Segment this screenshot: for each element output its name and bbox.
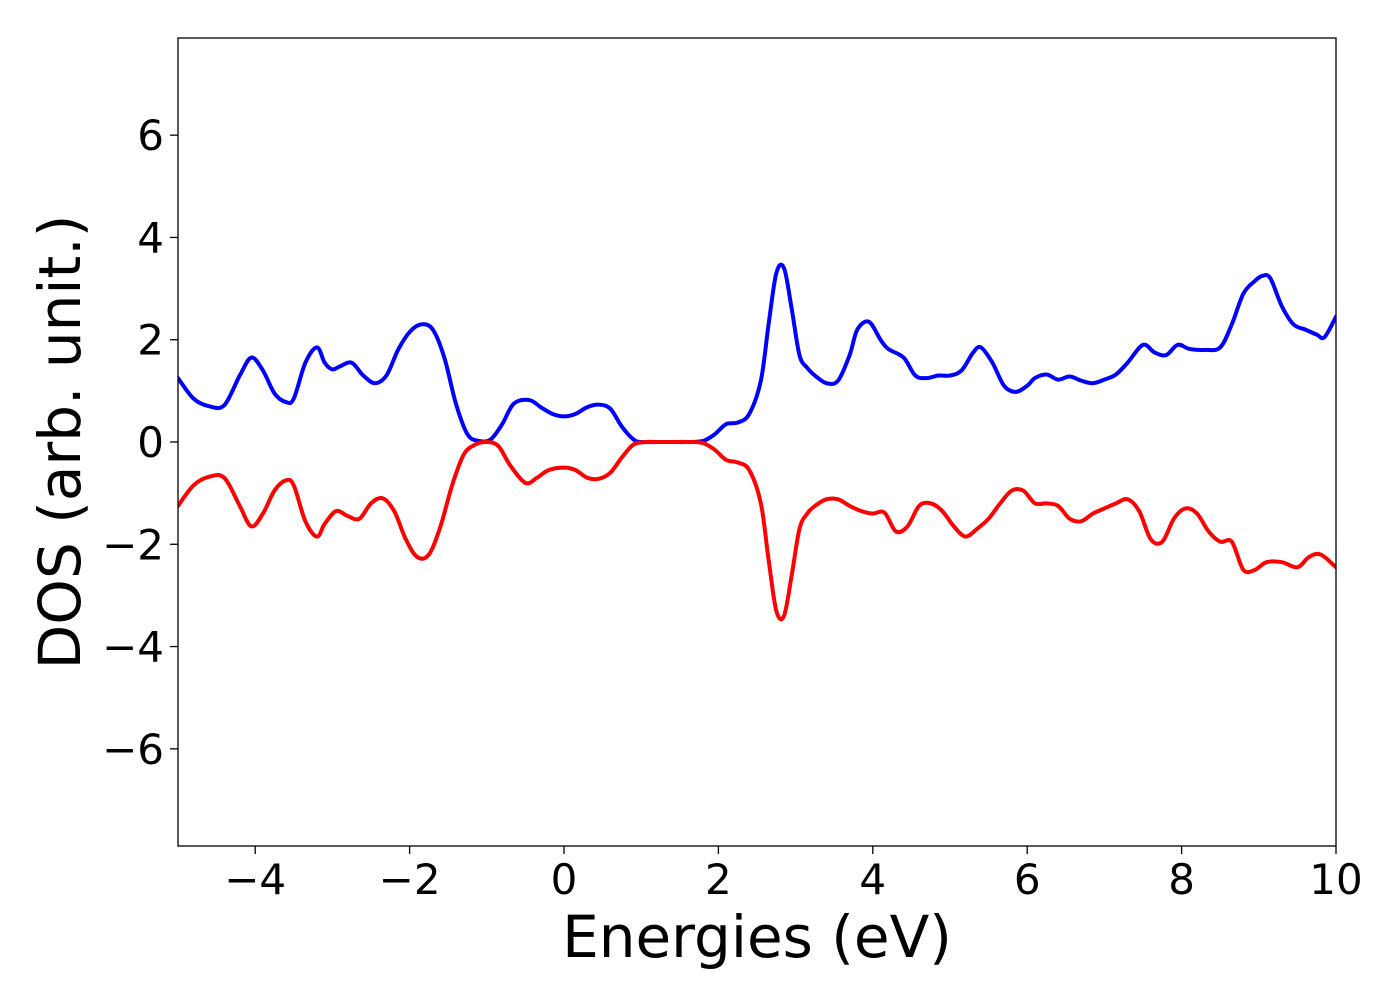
x-tick-label: −4 <box>224 855 286 904</box>
y-tick-label: 6 <box>137 111 164 160</box>
x-tick-label: −2 <box>379 855 441 904</box>
y-tick-label: −6 <box>102 725 164 774</box>
lines-layer <box>178 262 1336 622</box>
x-tick-label: 10 <box>1309 855 1362 904</box>
x-axis-title: Energies (eV) <box>562 903 952 971</box>
x-tick-label: 4 <box>859 855 886 904</box>
dos-line-red <box>178 439 1336 622</box>
y-tick-label: 4 <box>137 213 164 262</box>
x-tick-label: 6 <box>1014 855 1041 904</box>
dos-line-blue <box>178 262 1336 445</box>
x-tick-label: 0 <box>551 855 578 904</box>
y-tick-label: 2 <box>137 316 164 365</box>
x-ticks: −4 −2 0 2 4 6 8 10 <box>224 846 1363 904</box>
x-tick-label: 8 <box>1168 855 1195 904</box>
y-tick-label: −4 <box>102 623 164 672</box>
x-tick-label: 2 <box>705 855 732 904</box>
y-ticks: −6 −4 −2 0 2 4 6 <box>102 111 178 774</box>
y-axis-title: DOS (arb. unit.) <box>26 215 94 670</box>
plot-area <box>178 38 1336 846</box>
y-tick-label: −2 <box>102 520 164 569</box>
y-tick-label: 0 <box>137 418 164 467</box>
